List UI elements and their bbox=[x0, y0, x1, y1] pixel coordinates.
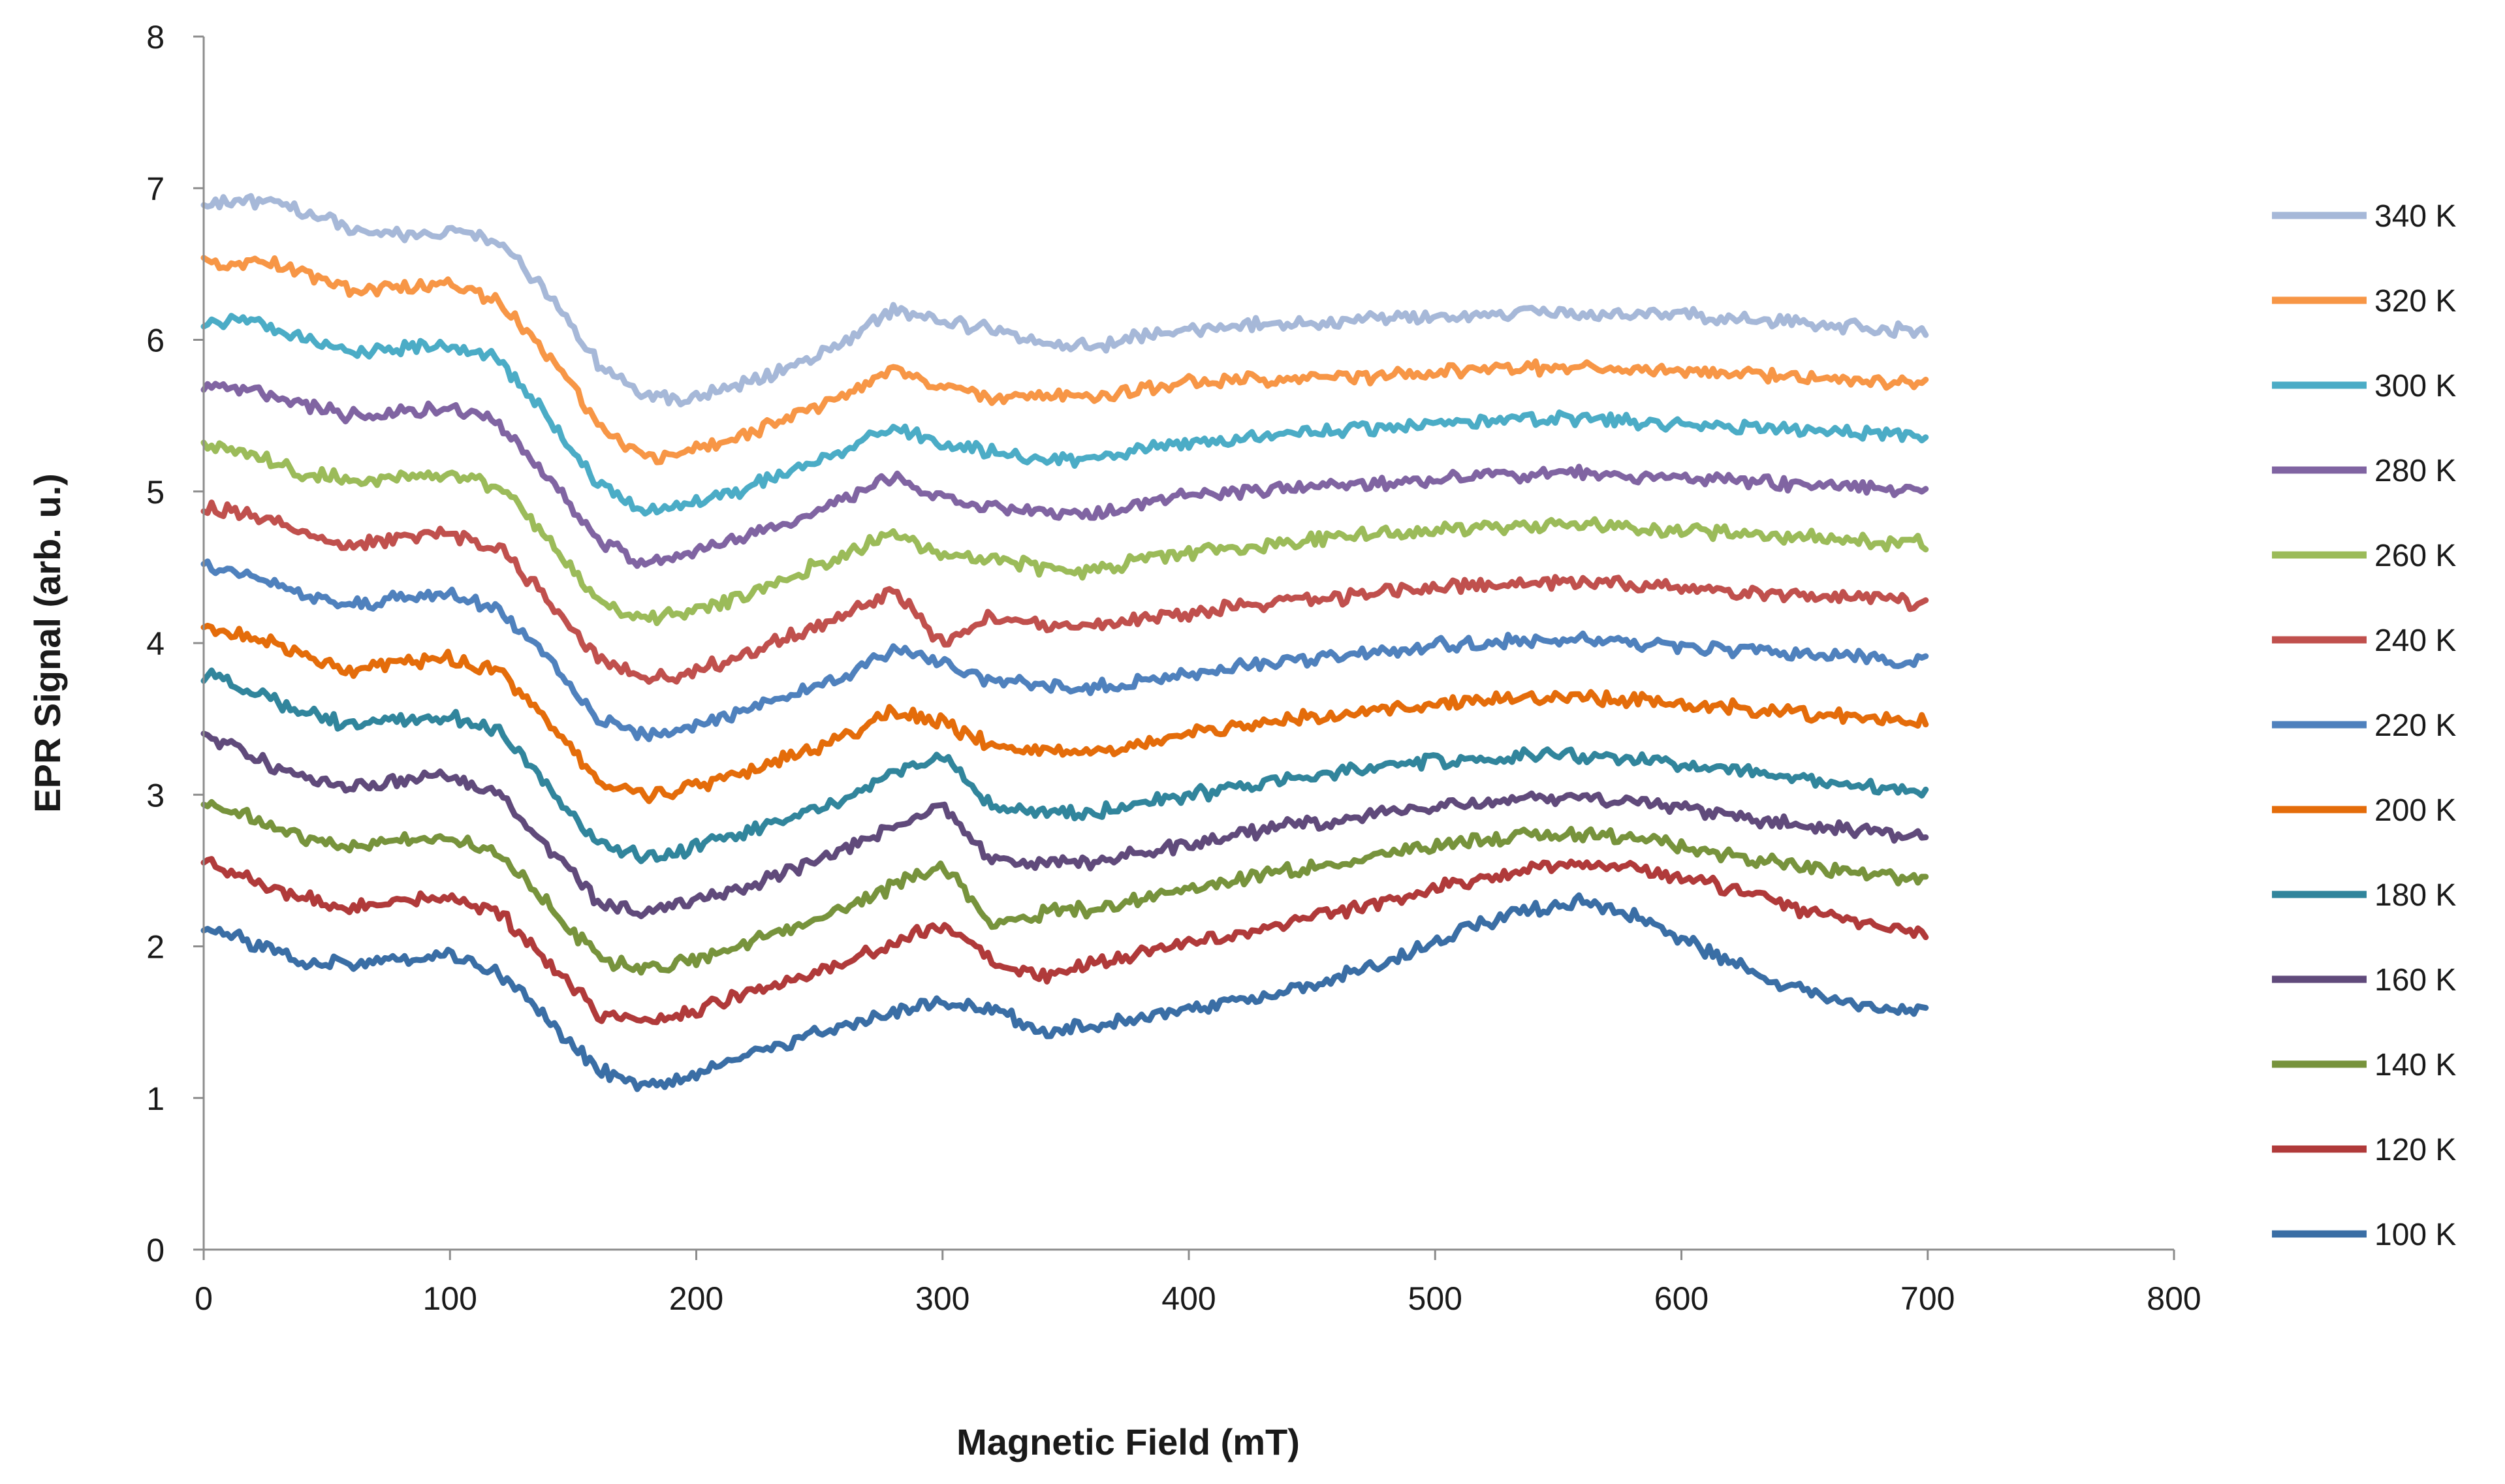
series-line bbox=[200, 731, 1929, 919]
series-line bbox=[200, 313, 1929, 517]
series-line bbox=[200, 856, 1929, 1026]
legend-label: 280 K bbox=[2374, 454, 2456, 488]
legend-label: 140 K bbox=[2374, 1048, 2456, 1082]
legend-label: 260 K bbox=[2374, 539, 2456, 573]
x-tick-label: 800 bbox=[2147, 1280, 2201, 1317]
series-line bbox=[200, 892, 1929, 1092]
y-tick-label: 1 bbox=[146, 1081, 165, 1117]
legend-label: 200 K bbox=[2374, 793, 2456, 828]
series-line bbox=[200, 622, 1929, 804]
x-tick-label: 200 bbox=[669, 1280, 723, 1317]
legend: 340 K 320 K 300 K 280 K 260 K 240 K 220 K 200 K… bbox=[2272, 199, 2456, 1252]
y-axis-title: EPR Signal (arb. u.) bbox=[27, 473, 68, 813]
plot-area bbox=[200, 193, 1929, 1092]
series-line bbox=[200, 381, 1929, 569]
x-tick-label: 700 bbox=[1900, 1280, 1955, 1317]
legend-label: 120 K bbox=[2374, 1133, 2456, 1167]
series-line bbox=[200, 439, 1929, 626]
legend-label: 320 K bbox=[2374, 284, 2456, 319]
legend-label: 240 K bbox=[2374, 624, 2456, 658]
x-tick-label: 500 bbox=[1408, 1280, 1462, 1317]
series-line bbox=[200, 667, 1929, 864]
y-tick-label: 2 bbox=[146, 929, 165, 966]
legend-label: 180 K bbox=[2374, 878, 2456, 913]
y-tick-label: 4 bbox=[146, 625, 165, 662]
series-line bbox=[200, 798, 1929, 976]
series-line bbox=[200, 193, 1929, 407]
series-layer bbox=[200, 193, 1929, 1092]
y-tick-label: 6 bbox=[146, 323, 165, 359]
x-axis-title: Magnetic Field (mT) bbox=[956, 1421, 1300, 1462]
x-tick-label: 400 bbox=[1161, 1280, 1216, 1317]
series-line bbox=[200, 255, 1929, 466]
legend-label: 300 K bbox=[2374, 369, 2456, 403]
y-tick-label: 5 bbox=[146, 474, 165, 511]
x-ticks: 0 100 200 300 400 500 600 700 800 bbox=[195, 1250, 2201, 1317]
series-line bbox=[200, 558, 1929, 742]
x-tick-label: 0 bbox=[195, 1280, 213, 1317]
y-tick-label: 3 bbox=[146, 777, 165, 813]
series-line bbox=[200, 499, 1929, 685]
x-tick-label: 600 bbox=[1654, 1280, 1709, 1317]
x-tick-label: 100 bbox=[423, 1280, 477, 1317]
y-tick-label: 7 bbox=[146, 170, 165, 207]
y-ticks: 0 1 2 3 4 5 6 7 8 bbox=[146, 19, 204, 1269]
legend-label: 220 K bbox=[2374, 708, 2456, 743]
legend-label: 340 K bbox=[2374, 199, 2456, 234]
y-tick-label: 0 bbox=[146, 1232, 165, 1269]
y-tick-label: 8 bbox=[146, 19, 165, 55]
legend-label: 160 K bbox=[2374, 963, 2456, 998]
x-tick-label: 300 bbox=[915, 1280, 969, 1317]
legend-label: 100 K bbox=[2374, 1218, 2456, 1252]
